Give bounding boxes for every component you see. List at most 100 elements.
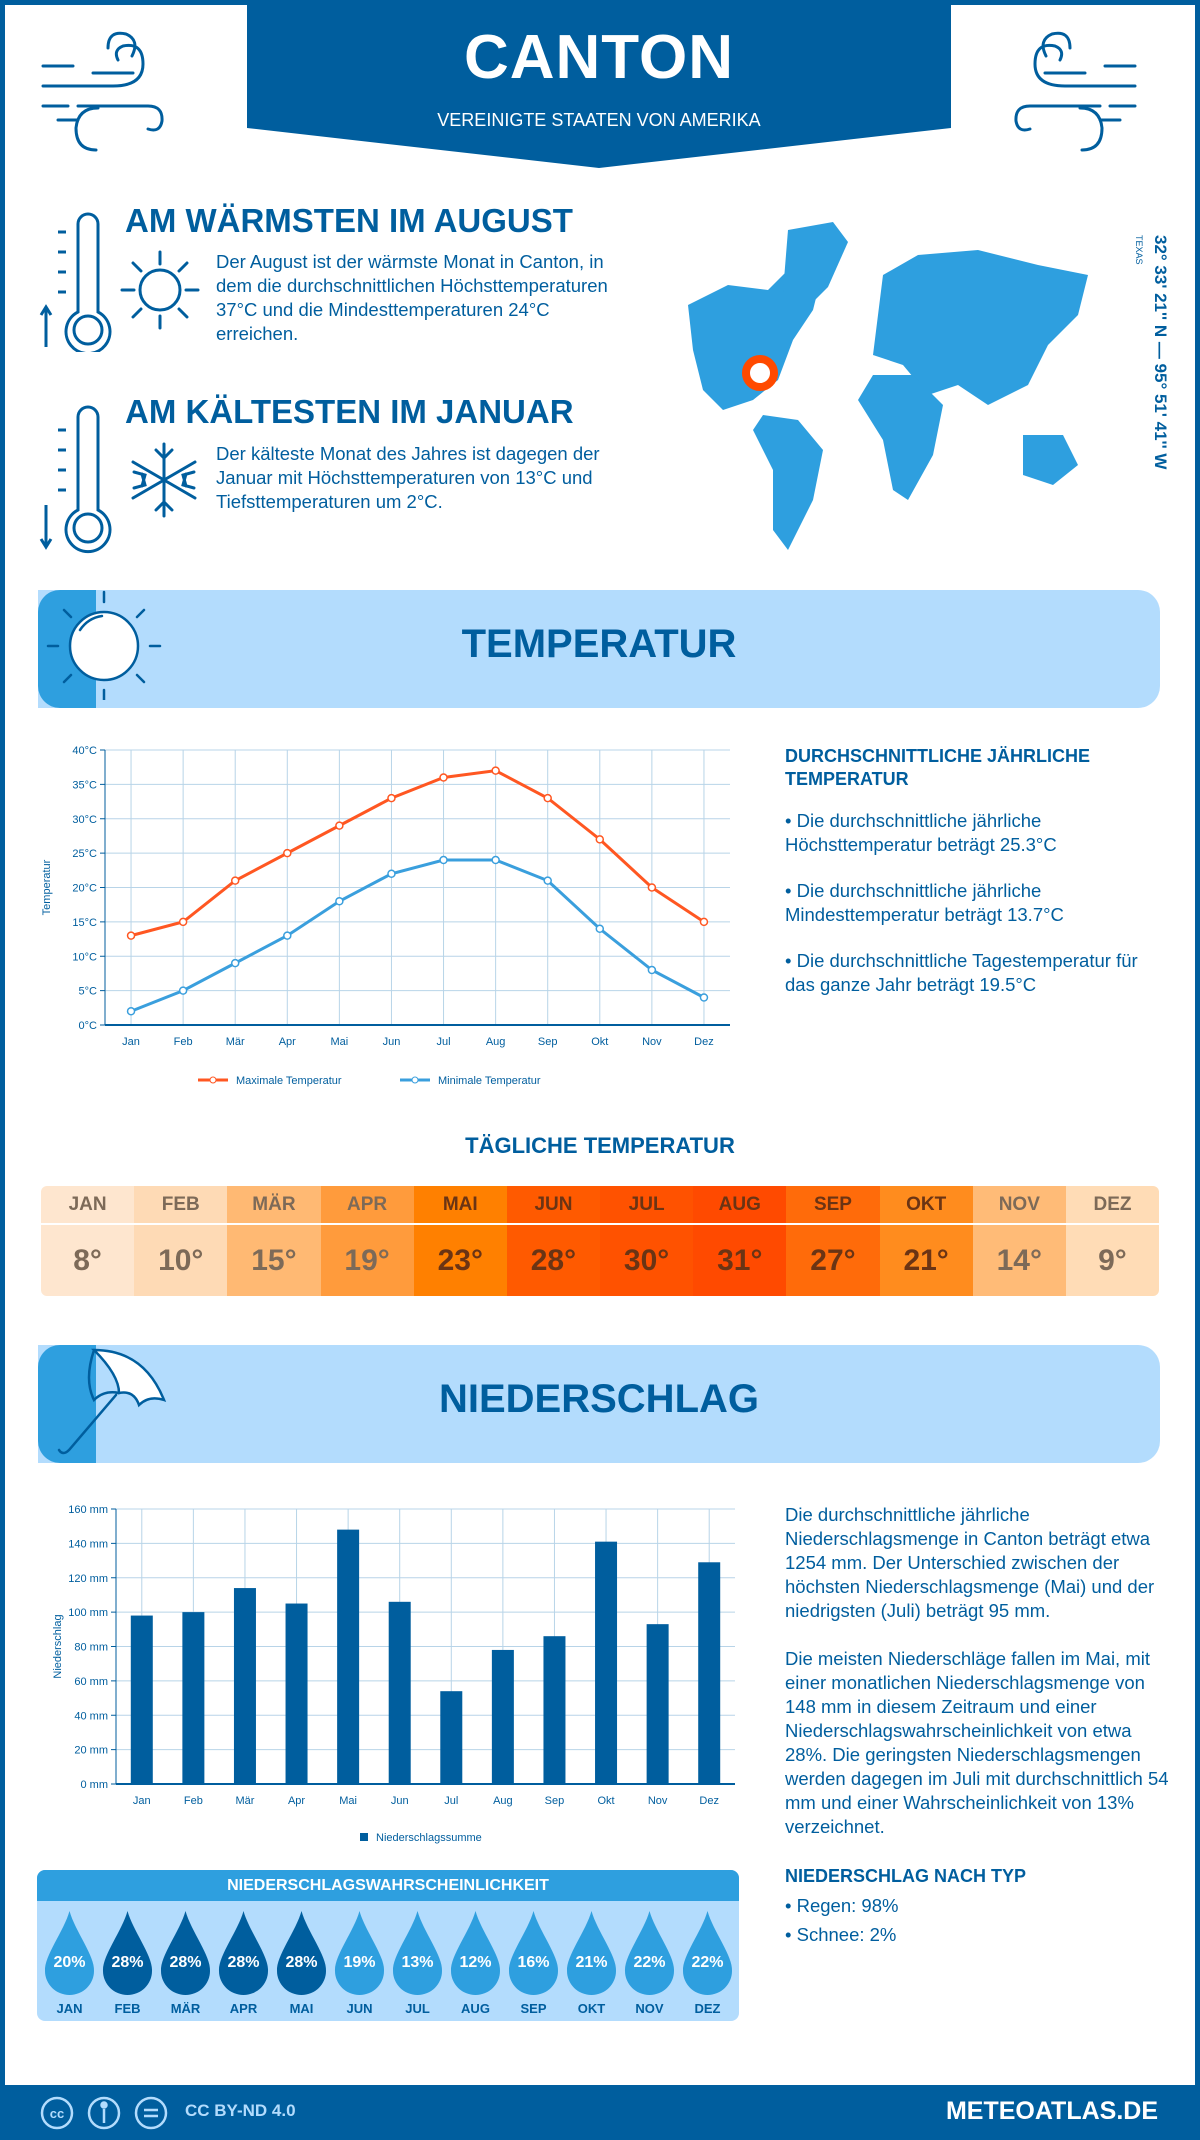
city-title: CANTON	[463, 23, 735, 92]
probability-value: 28%	[227, 1954, 260, 1971]
coordinates: 32° 33' 21'' N — 95° 51' 41'' W	[1151, 235, 1170, 470]
data-point	[283, 931, 292, 940]
x-tick-label: Jan	[122, 1036, 140, 1048]
y-tick-label: 0 mm	[81, 1779, 109, 1791]
daily-temperature-value: 19°	[344, 1243, 390, 1277]
daily-temperature-value: 31°	[717, 1243, 763, 1277]
probability-drop: 12% AUG	[450, 1911, 501, 2016]
probability-value: 16%	[517, 1954, 550, 1971]
daily-month-cell: DEZ 9°	[1065, 1186, 1159, 1296]
probability-month: APR	[229, 2001, 258, 2016]
y-tick-label: 80 mm	[74, 1642, 108, 1654]
x-tick-label: Feb	[174, 1036, 193, 1048]
site-link[interactable]: METEOATLAS.DE	[945, 2097, 1158, 2125]
precipitation-paragraph-2: Die meisten Niederschläge fallen im Mai,…	[785, 1648, 1169, 1837]
probability-month: MÄR	[170, 2001, 201, 2016]
y-tick-label: 5°C	[79, 986, 98, 998]
region-label: TEXAS	[1134, 235, 1144, 265]
probability-value: 20%	[53, 1954, 86, 1971]
daily-month-cell: JAN 8°	[41, 1186, 135, 1296]
probability-title: NIEDERSCHLAGSWAHRSCHEINLICHKEIT	[37, 1870, 739, 1901]
probability-month: OKT	[577, 2001, 606, 2016]
bullet-avg: • Die durchschnittliche Tagestemperatur …	[785, 950, 1138, 995]
y-tick-label: 60 mm	[74, 1676, 108, 1688]
daily-temperature-value: 28°	[530, 1243, 577, 1277]
legend-swatch	[360, 1833, 368, 1841]
legend-marker	[209, 1076, 217, 1084]
country-subtitle: VEREINIGTE STAATEN VON AMERIKA	[437, 110, 761, 130]
data-point	[491, 766, 500, 775]
probability-drop: 22% NOV	[624, 1911, 675, 2016]
daily-temperature-value: 9°	[1098, 1243, 1127, 1277]
raindrop-icon	[624, 1911, 675, 1995]
precipitation-bar	[646, 1624, 669, 1784]
probability-drop: 22% DEZ	[682, 1911, 733, 2016]
daily-temperature-value: 10°	[158, 1243, 204, 1277]
data-point	[178, 986, 188, 995]
precipitation-paragraph-1: Die durchschnittliche jährliche Niedersc…	[785, 1504, 1155, 1621]
probability-month: JAN	[56, 2001, 83, 2016]
raindrop-icon	[160, 1911, 211, 1995]
warmest-text: Der August ist der wärmste Monat in Cant…	[216, 251, 608, 344]
x-tick-label: Mai	[339, 1795, 357, 1807]
precipitation-banner	[38, 1345, 1160, 1463]
precipitation-bar	[698, 1562, 721, 1784]
daily-temperature-value: 21°	[903, 1243, 949, 1277]
legend-label: Niederschlagssumme	[376, 1832, 482, 1844]
probability-value: 13%	[401, 1954, 434, 1971]
x-tick-label: Jul	[444, 1795, 458, 1807]
y-tick-label: 20 mm	[74, 1745, 108, 1757]
daily-month-cell: APR 19°	[320, 1186, 414, 1296]
daily-temperature-value: 27°	[810, 1243, 856, 1277]
probability-value: 28%	[111, 1954, 144, 1971]
daily-month-cell: MAI 23°	[413, 1186, 507, 1296]
daily-month-cell: OKT 21°	[879, 1186, 973, 1296]
precipitation-bar	[285, 1603, 308, 1784]
precipitation-type-heading: NIEDERSCHLAG NACH TYP	[785, 1866, 1027, 1886]
daily-month-label: FEB	[134, 1186, 228, 1225]
probability-drop: 19% JUN	[334, 1911, 385, 2016]
daily-month-label: OKT	[879, 1186, 973, 1225]
daily-month-label: MAI	[413, 1186, 507, 1225]
x-tick-label: Okt	[591, 1036, 608, 1048]
daily-month-label: APR	[320, 1186, 414, 1225]
x-tick-label: Mär	[226, 1036, 245, 1048]
daily-month-label: AUG	[693, 1186, 787, 1225]
x-tick-label: Mär	[235, 1795, 254, 1807]
legend-label: Minimale Temperatur	[438, 1075, 541, 1087]
raindrop-icon	[450, 1911, 501, 1995]
daily-month-label: JAN	[41, 1186, 135, 1225]
x-tick-label: Okt	[597, 1795, 614, 1807]
raindrop-icon	[392, 1911, 443, 1995]
x-tick-label: Nov	[648, 1795, 668, 1807]
y-tick-label: 140 mm	[68, 1538, 108, 1550]
raindrop-icon	[334, 1911, 385, 1995]
daily-temperature-value: 15°	[251, 1243, 297, 1277]
daily-month-label: JUL	[600, 1186, 694, 1225]
data-point	[647, 965, 657, 975]
data-point	[230, 958, 240, 968]
precipitation-bar	[233, 1588, 256, 1784]
data-point	[647, 883, 657, 892]
probability-month: MAI	[289, 2001, 314, 2016]
x-tick-label: Feb	[184, 1795, 203, 1807]
probability-value: 19%	[343, 1954, 376, 1971]
data-point	[283, 848, 292, 858]
x-tick-label: Jun	[391, 1795, 409, 1807]
license-text: CC BY-ND 4.0	[185, 2101, 296, 2120]
temperature-chart: 0°C 5°C 10°C 15°C 20°C 25°C 30°C 35°C 40°C Jan Feb…	[41, 745, 730, 1087]
y-tick-label: 20°C	[72, 883, 97, 895]
probability-drop: 13% JUL	[392, 1911, 443, 2016]
precipitation-title: NIEDERSCHLAG	[438, 1377, 760, 1421]
data-point	[335, 821, 344, 830]
daily-month-label: SEP	[786, 1186, 880, 1225]
daily-temperature-value: 8°	[73, 1243, 102, 1277]
daily-temperature-value: 14°	[996, 1243, 1042, 1277]
x-tick-label: Aug	[493, 1795, 513, 1807]
y-axis-label: Niederschlag	[52, 1614, 64, 1678]
probability-drop: 28% FEB	[102, 1911, 153, 2016]
precipitation-bar	[491, 1649, 514, 1784]
thermometer-down-icon	[39, 405, 112, 554]
y-tick-label: 30°C	[72, 814, 97, 826]
probability-month: JUL	[405, 2001, 430, 2016]
